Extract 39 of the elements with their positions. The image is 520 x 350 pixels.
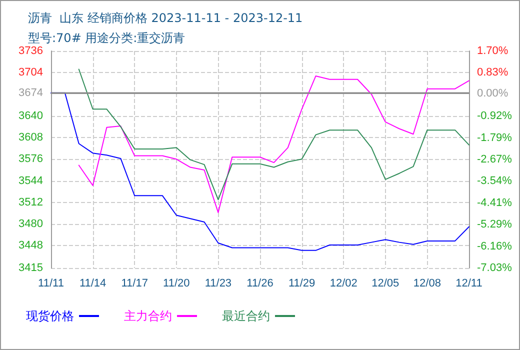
y-tick-label: 3608: [18, 132, 43, 144]
x-tick-label: 12/11: [456, 278, 482, 290]
x-tick-label: 11/26: [246, 278, 274, 290]
legend-label: 最近合约: [222, 309, 270, 323]
legend-label: 现货价格: [26, 309, 74, 323]
y-tick-label: 3736: [18, 45, 43, 57]
x-tick-label: 11/20: [163, 278, 190, 290]
y2-tick-label: -6.16%: [477, 240, 512, 252]
y2-tick-label: -4.41%: [477, 196, 512, 209]
y2-tick-label: -7.03%: [477, 262, 512, 274]
y-tick-label: 3674: [18, 86, 43, 99]
x-tick-label: 11/14: [79, 278, 106, 290]
y-tick-label: 3544: [18, 174, 43, 187]
y2-tick-label: -0.92%: [477, 110, 512, 122]
y2-tick-label: -1.79%: [477, 132, 512, 144]
y2-tick-label: -2.67%: [477, 154, 512, 166]
y-tick-label: 3480: [18, 218, 43, 230]
x-tick-label: 11/11: [38, 278, 64, 290]
x-tick-label: 12/02: [330, 278, 358, 290]
x-tick-label: 11/17: [121, 278, 148, 290]
y-tick-label: 3704: [18, 66, 43, 79]
y2-tick-label: -5.29%: [477, 218, 512, 231]
y2-tick-label: 0.00%: [477, 87, 508, 100]
legend-label: 主力合约: [124, 309, 172, 323]
x-tick-label: 12/08: [413, 278, 441, 290]
y-tick-label: 3415: [18, 262, 43, 274]
x-tick-label: 11/29: [288, 278, 316, 290]
y-tick-label: 3512: [18, 196, 43, 208]
y-tick-label: 3576: [18, 153, 43, 166]
y2-tick-label: 0.83%: [477, 66, 508, 79]
chart-title: 沥青 山东 经销商价格 2023-11-11 - 2023-12-11: [28, 11, 303, 25]
x-tick-label: 12/05: [372, 278, 400, 290]
y2-tick-label: 1.70%: [477, 45, 508, 57]
chart-subtitle: 型号:70# 用途分类:重交沥青: [28, 31, 186, 45]
y2-tick-label: -3.54%: [477, 175, 512, 188]
y-tick-label: 3640: [18, 110, 43, 122]
line-series: [50, 92, 470, 251]
y-tick-label: 3448: [18, 240, 43, 252]
x-tick-label: 11/23: [204, 278, 232, 290]
